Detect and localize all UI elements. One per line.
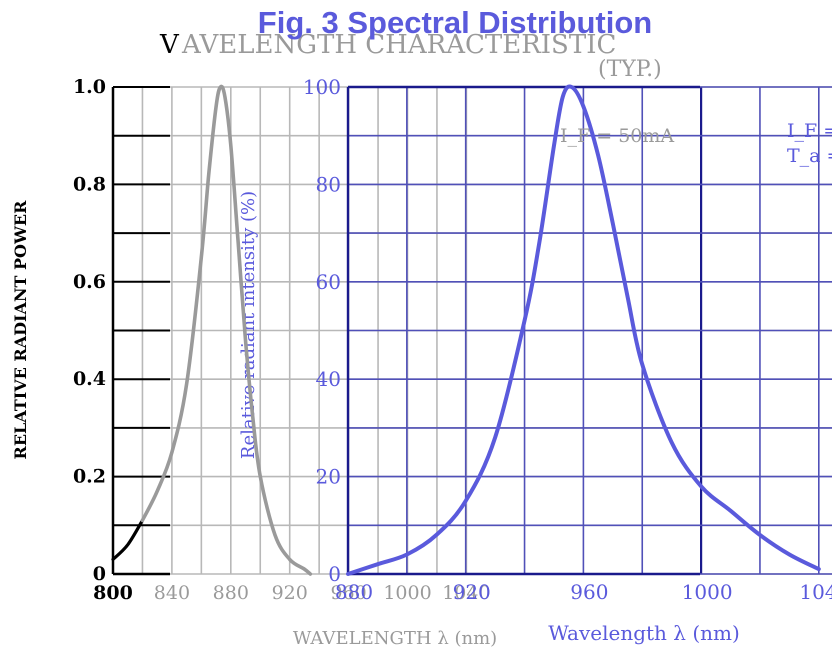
chart1-x-tick-label: 880 [213, 582, 249, 604]
chart2-series [346, 84, 821, 576]
chart2-x-tick-label: 920 [453, 580, 491, 604]
condition-ta: T_a = [787, 145, 832, 167]
chart1-y-tick-label: 0.4 [73, 368, 106, 390]
chart2-y-tick-label: 0 [328, 562, 341, 586]
chart1-y-tick-label: 0 [93, 563, 106, 585]
title-initial-letter: V [159, 30, 180, 60]
chart2-title: Fig. 3 Spectral Distribution [258, 5, 652, 40]
chart1-x-tick-label: 840 [154, 582, 190, 604]
chart1-series [111, 84, 313, 576]
chart1-y-tick-label: 0.2 [73, 466, 106, 488]
chart1-subtitle: (TYP.) [598, 57, 662, 82]
chart2-annotation: I_F = 50mA [560, 125, 674, 147]
chart2-y-tick-label: 100 [303, 75, 341, 99]
chart1-xlabel: WAVELENGTH λ (nm) [293, 628, 497, 649]
chart2-tick-labels: 0 20 40 60 80 100 880 920 960 1000 1040 [303, 75, 832, 604]
chart1-series-line [140, 84, 313, 576]
chart1-y-tick-label: 1.0 [73, 76, 106, 98]
chart2-x-tick-label: 880 [335, 580, 373, 604]
chart1-title: AVELENGTH CHARACTERISTIC [181, 30, 616, 60]
chart1-y-tick-label: 0.6 [73, 271, 106, 293]
chart2-x-tick-label: 960 [570, 580, 608, 604]
chart2-x-tick-label: 1000 [682, 580, 733, 604]
chart2-grid [346, 85, 832, 576]
chart2-y-tick-label: 20 [316, 465, 341, 489]
chart1-series-line-black [111, 518, 144, 561]
chart1-x-tick-label: 920 [272, 582, 308, 604]
chart1-x-tick-label: 800 [93, 582, 133, 604]
chart1-x-tick-label: 1040 [442, 582, 490, 604]
chart1-x-tick-label: 1000 [383, 582, 431, 604]
chart2-x-tick-label: 1040 [799, 580, 832, 604]
chart2-y-tick-label: 60 [316, 270, 341, 294]
chart1-ylabel: RELATIVE RADIANT POWER [11, 200, 30, 460]
chart2-y-tick-label: 40 [316, 367, 341, 391]
condition-if: I_F = [787, 120, 832, 142]
chart2-series-line [346, 84, 821, 576]
chart1-y-tick-label: 0.8 [73, 173, 106, 195]
chart2-xlabel: Wavelength λ (nm) [548, 621, 740, 645]
chart2-ylabel: Relative radiant intensity (%) [238, 191, 259, 459]
chart1-x-tick-label: 960 [330, 582, 366, 604]
chart2-y-tick-label: 80 [316, 172, 341, 196]
